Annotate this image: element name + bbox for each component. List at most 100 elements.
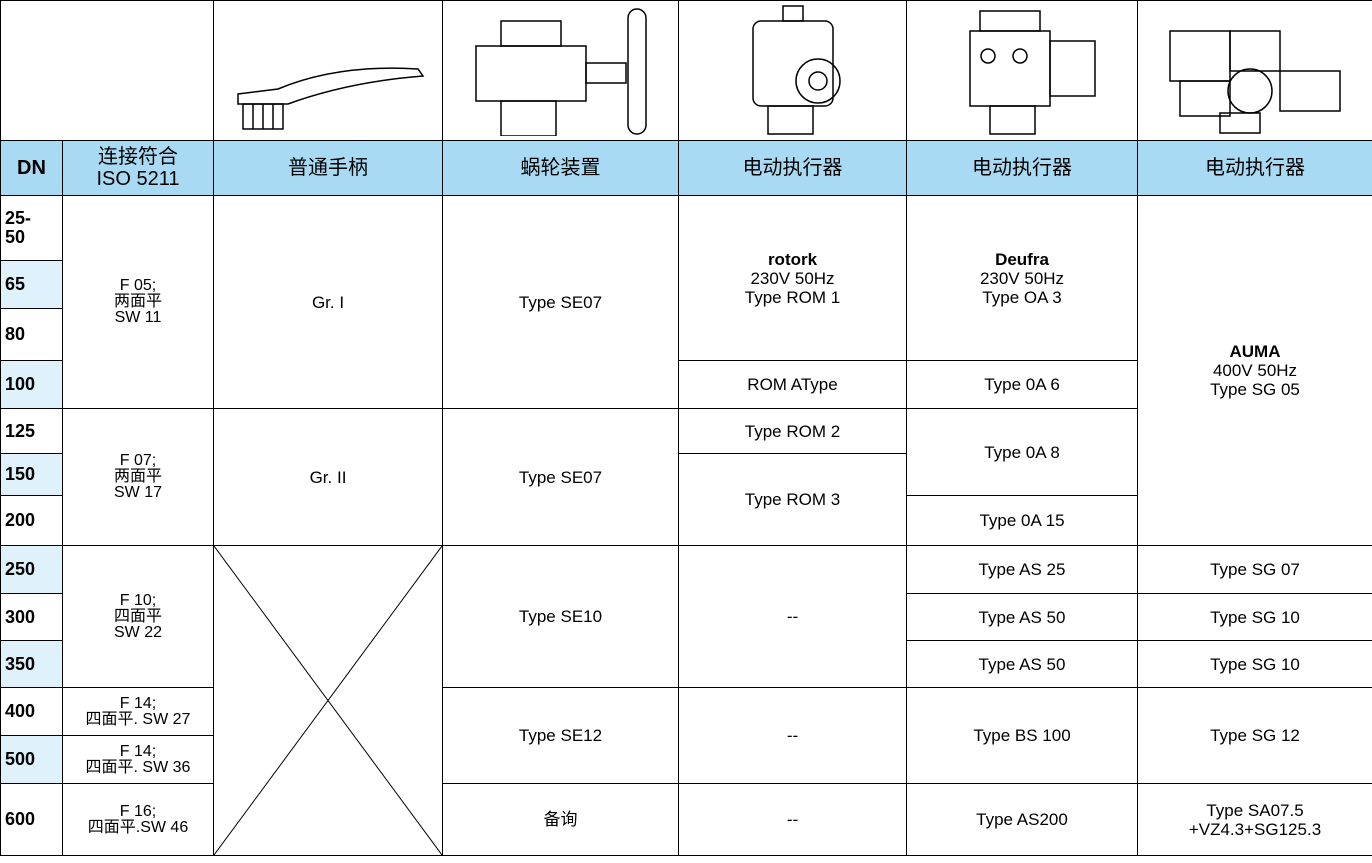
dn: 65 xyxy=(5,274,26,294)
iso-cell: F 07; 两面平 SW 17 xyxy=(62,408,214,546)
deufra-image xyxy=(968,10,1096,135)
worm: 备询 xyxy=(543,810,578,829)
iso: 四面平. SW 27 xyxy=(85,710,191,728)
deufra: Type BS 100 xyxy=(973,726,1071,745)
iso: F 14; xyxy=(119,694,157,712)
auma: Type SG 10 xyxy=(1210,654,1300,674)
handle-cell: Gr. I xyxy=(213,195,443,409)
handle-cell: Gr. II xyxy=(213,408,443,546)
iso: 四面平 xyxy=(113,607,162,625)
auma-cell: Type SG 10 xyxy=(1137,640,1372,688)
header-row: DN 连接符合 ISO 5211 普通手柄 蜗轮装置 电动执行器 电动执行器 电动… xyxy=(0,140,1372,196)
not-applicable-cell xyxy=(213,545,443,856)
auma-cell: Type SG 07 xyxy=(1137,545,1372,594)
dn-cell: 250 xyxy=(0,545,63,594)
iso: 两面平 xyxy=(113,293,162,310)
image-cell xyxy=(1137,0,1372,141)
handle: Gr. I xyxy=(311,292,345,312)
header-text: ISO 5211 xyxy=(96,168,180,190)
dn-cell: 300 xyxy=(0,593,63,641)
rotork: -- xyxy=(786,810,799,829)
worm-cell: Type SE07 xyxy=(442,408,679,546)
dn: 100 xyxy=(5,374,36,394)
dn-cell: 350 xyxy=(0,640,63,688)
auma: 400V 50Hz xyxy=(1212,361,1298,380)
deufra: Type AS 25 xyxy=(978,560,1066,579)
auma: Type SG 12 xyxy=(1210,726,1300,745)
rotork-cell: ROM AType xyxy=(678,360,907,409)
dn: 125 xyxy=(5,420,36,441)
auma-cell: Type SG 10 xyxy=(1137,593,1372,641)
dn-cell: 25- 50 xyxy=(0,195,63,261)
deufra: Type 0A 6 xyxy=(984,375,1060,394)
handle-image xyxy=(237,66,425,130)
worm: Type SE07 xyxy=(518,467,603,487)
dn: 150 xyxy=(5,464,36,484)
header-cell: 普通手柄 xyxy=(213,140,443,196)
auma: +VZ4.3+SG125.3 xyxy=(1188,819,1322,839)
deufra: 230V 50Hz xyxy=(979,268,1065,288)
deufra-cell: Type 0A 8 xyxy=(906,408,1138,496)
iso-cell: F 16; 四面平.SW 46 xyxy=(62,783,214,856)
iso: F 05; xyxy=(119,277,157,294)
header-text: 蜗轮装置 xyxy=(520,157,601,179)
iso: SW 11 xyxy=(114,309,162,326)
iso: 四面平. SW 36 xyxy=(85,758,191,776)
deufra: Type 0A 15 xyxy=(979,511,1065,530)
rotork: -- xyxy=(786,607,799,626)
auma-cell: AUMA 400V 50Hz Type SG 05 xyxy=(1137,195,1372,546)
image-row xyxy=(0,0,1372,141)
rotork-cell: -- xyxy=(678,783,907,856)
iso-cell: F 05; 两面平 SW 11 xyxy=(62,195,214,409)
auma: Type SG 07 xyxy=(1210,560,1300,579)
auma-image xyxy=(1169,30,1341,134)
iso-cell: F 14; 四面平. SW 27 xyxy=(62,687,214,736)
worm: Type SE07 xyxy=(518,292,603,312)
iso-cell: F 10; 四面平 SW 22 xyxy=(62,545,214,688)
dn-cell: 80 xyxy=(0,308,63,361)
dn-cell: 400 xyxy=(0,687,63,736)
dn: 400 xyxy=(5,701,36,721)
iso: SW 17 xyxy=(113,484,162,501)
dn: 200 xyxy=(5,510,36,530)
worm: Type SE12 xyxy=(518,726,603,745)
header-cell: 电动执行器 xyxy=(1137,140,1372,196)
image-cell xyxy=(906,0,1138,141)
rotork-cell: Type ROM 2 xyxy=(678,408,907,454)
deufra-cell: Type AS200 xyxy=(906,783,1138,856)
dn: 300 xyxy=(5,606,36,627)
header-text: 普通手柄 xyxy=(288,157,368,179)
header-text: 电动执行器 xyxy=(1205,157,1305,179)
dn: 600 xyxy=(5,809,36,829)
dn-cell: 125 xyxy=(0,408,63,454)
worm-cell: 备询 xyxy=(442,783,679,856)
iso: F 14; xyxy=(119,742,157,760)
worm-cell: Type SE10 xyxy=(442,545,679,688)
header-cell: DN xyxy=(0,140,63,196)
worm-cell: Type SE12 xyxy=(442,687,679,784)
image-cell xyxy=(442,0,679,141)
iso: 两面平 xyxy=(113,468,162,485)
worm-cell: Type SE07 xyxy=(442,195,679,409)
deufra-cell: Type 0A 15 xyxy=(906,495,1138,546)
iso: F 16; xyxy=(119,802,157,820)
deufra: Type 0A 8 xyxy=(984,442,1060,462)
deufra: Type AS 50 xyxy=(978,607,1066,627)
auma-cell: Type SG 12 xyxy=(1137,687,1372,784)
rotork: ROM AType xyxy=(747,375,838,394)
image-cell xyxy=(213,0,443,141)
rotork: Type ROM 1 xyxy=(744,287,841,307)
dn-cell: 150 xyxy=(0,453,63,496)
iso: F 10; xyxy=(119,591,157,609)
rotork: Type ROM 2 xyxy=(744,421,841,441)
header-text: 连接符合 xyxy=(98,146,178,168)
dn-cell: 65 xyxy=(0,260,63,309)
header-cell: 蜗轮装置 xyxy=(442,140,679,196)
handle: Gr. II xyxy=(309,467,347,487)
deufra-cell: Type 0A 6 xyxy=(906,360,1138,409)
dn-cell: 500 xyxy=(0,735,63,784)
empty-cell xyxy=(0,0,214,141)
dn: 250 xyxy=(5,559,36,579)
